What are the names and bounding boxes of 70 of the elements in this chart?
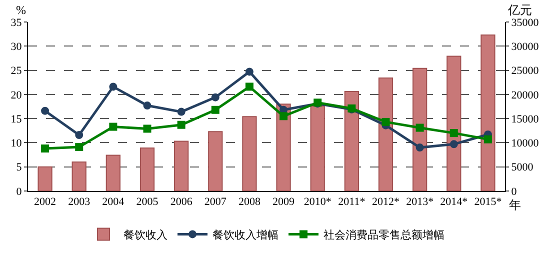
bar (310, 106, 325, 191)
point (484, 135, 492, 144)
x-tick-label: 2009 (272, 196, 296, 208)
point (416, 144, 424, 152)
y2-axis-title: 亿元 (507, 3, 532, 17)
x-tick-label: 2002 (34, 196, 56, 208)
y2-tick-label: 25000 (511, 65, 540, 78)
bar (412, 68, 428, 191)
y-axis-title: % (16, 3, 26, 17)
y-tick-label: 10 (10, 138, 22, 150)
x-axis-title: 年 (509, 198, 521, 212)
bar (208, 131, 223, 191)
bar (446, 56, 462, 191)
point (245, 68, 254, 76)
y2-tick-label: 0 (511, 186, 518, 198)
y-tick-label: 15 (10, 113, 22, 126)
x-tick-label: 2004 (102, 196, 125, 208)
x-tick-label: 2006 (170, 196, 193, 208)
x-tick-label: 2012* (372, 196, 400, 208)
bar (140, 148, 155, 191)
legend-label: 社会消费品零售总额增幅 (324, 228, 444, 242)
bar (378, 78, 394, 191)
point (416, 124, 424, 132)
point (450, 129, 458, 138)
bar (344, 91, 359, 191)
point (450, 140, 458, 148)
y-tick-label: 0 (16, 186, 22, 198)
bar (242, 116, 257, 191)
y-tick-label: 5 (16, 162, 22, 174)
point (382, 118, 390, 126)
x-tick-label: 2008 (238, 196, 261, 208)
legend-label: 餐饮收入 (124, 228, 168, 242)
y2-tick-label: 35000 (511, 16, 540, 29)
point (143, 124, 152, 133)
point (41, 106, 50, 115)
bar (72, 162, 86, 191)
bar (106, 154, 120, 191)
x-tick-label: 2005 (136, 196, 159, 208)
point (177, 120, 186, 129)
y2-tick-label: 10000 (511, 138, 540, 150)
y-tick-label: 30 (10, 40, 22, 53)
x-tick-label: 2010* (304, 196, 332, 208)
bar (38, 166, 52, 191)
point (280, 112, 288, 120)
x-tick-label: 2013* (406, 196, 434, 208)
x-tick-label: 2011* (338, 196, 366, 208)
point (109, 82, 118, 91)
y-tick-label: 35 (10, 16, 22, 29)
point (109, 122, 118, 131)
point (245, 82, 254, 91)
point (177, 108, 186, 116)
x-tick-label: 2003 (68, 196, 91, 208)
bar (174, 140, 189, 191)
point (143, 102, 152, 110)
x-tick-label: 2015* (474, 196, 502, 208)
point (41, 144, 50, 153)
legend-label: 餐饮收入增幅 (212, 228, 278, 242)
x-tick-label: 2014* (440, 196, 468, 208)
point (211, 93, 220, 102)
point (75, 130, 84, 139)
x-tick-label: 2007 (204, 196, 227, 208)
y2-tick-label: 20000 (511, 89, 540, 102)
point (75, 143, 84, 152)
y-tick-label: 20 (10, 89, 22, 102)
bar (480, 34, 496, 191)
y-tick-label: 25 (10, 65, 22, 78)
y2-tick-label: 5000 (511, 162, 534, 174)
point (211, 106, 220, 114)
y2-tick-label: 15000 (511, 113, 540, 126)
y2-tick-label: 30000 (511, 40, 540, 53)
